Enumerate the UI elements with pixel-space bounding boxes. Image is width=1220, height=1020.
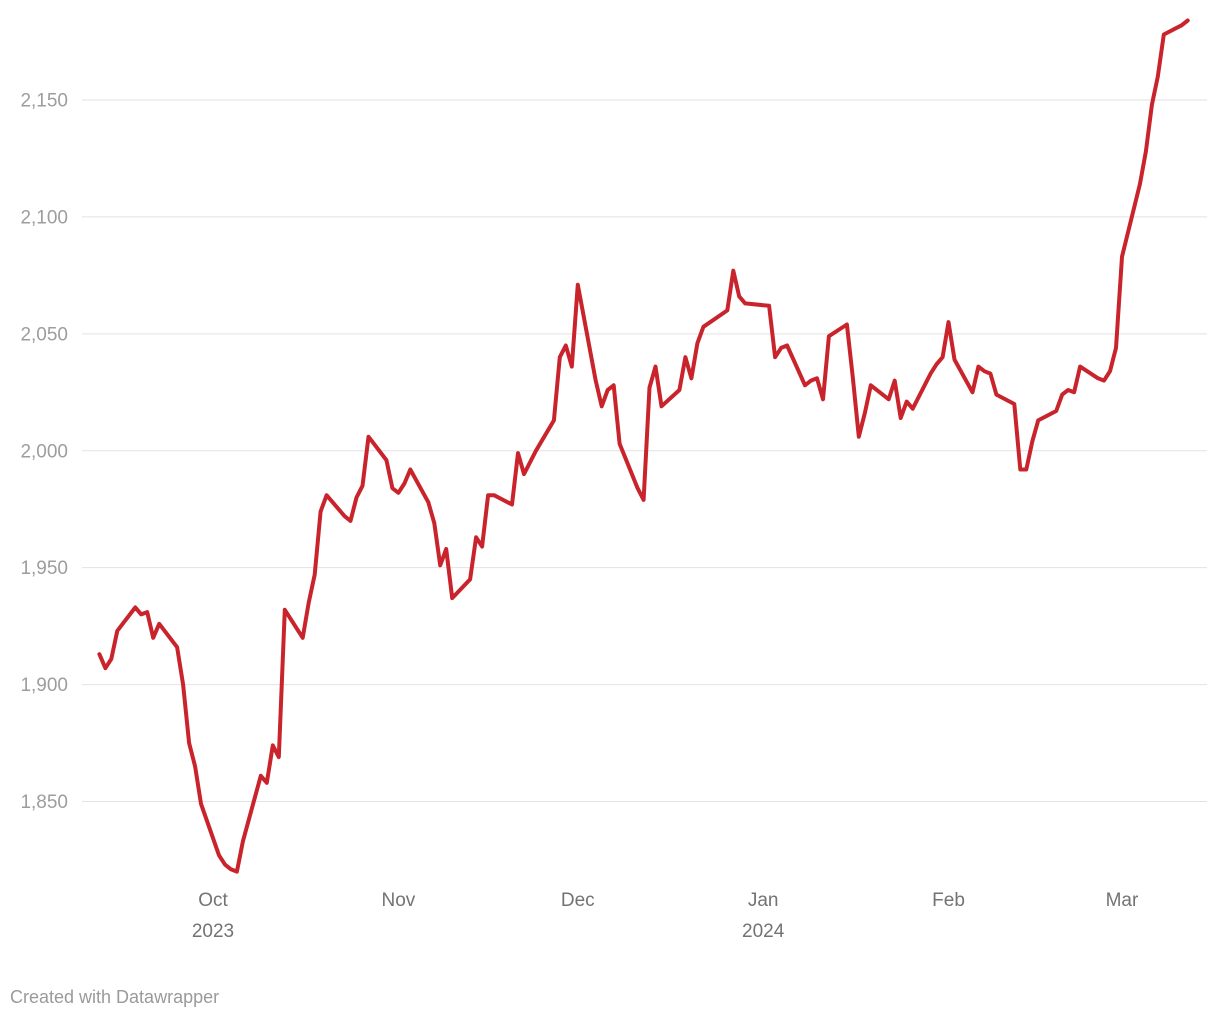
x-tick-label: Oct [198, 890, 228, 911]
y-tick-label: 2,000 [20, 441, 68, 462]
x-tick-label: Feb [932, 890, 965, 911]
y-tick-label: 1,850 [20, 792, 68, 813]
x-tick-year-label: 2024 [742, 921, 785, 942]
y-tick-label: 1,950 [20, 558, 68, 579]
x-tick-year-label: 2023 [192, 921, 234, 942]
x-axis-labels: Oct 2023 Nov Dec Jan 2024 Feb Mar [192, 890, 1139, 942]
y-tick-label: 2,100 [20, 207, 68, 228]
y-tick-label: 2,150 [20, 91, 68, 112]
x-tick-label: Jan [748, 890, 779, 911]
x-tick-label: Dec [561, 890, 595, 911]
y-tick-label: 1,900 [20, 675, 68, 696]
x-tick-label: Nov [381, 890, 415, 911]
gridlines [82, 99, 1207, 802]
datawrapper-credit-link[interactable]: Created with Datawrapper [10, 987, 220, 1007]
y-axis-labels: 1,850 1,900 1,950 2,000 2,050 2,100 2,150 [20, 91, 68, 814]
y-tick-label: 2,050 [20, 324, 68, 345]
price-line-series [97, 18, 1190, 874]
x-tick-label: Mar [1106, 890, 1139, 911]
